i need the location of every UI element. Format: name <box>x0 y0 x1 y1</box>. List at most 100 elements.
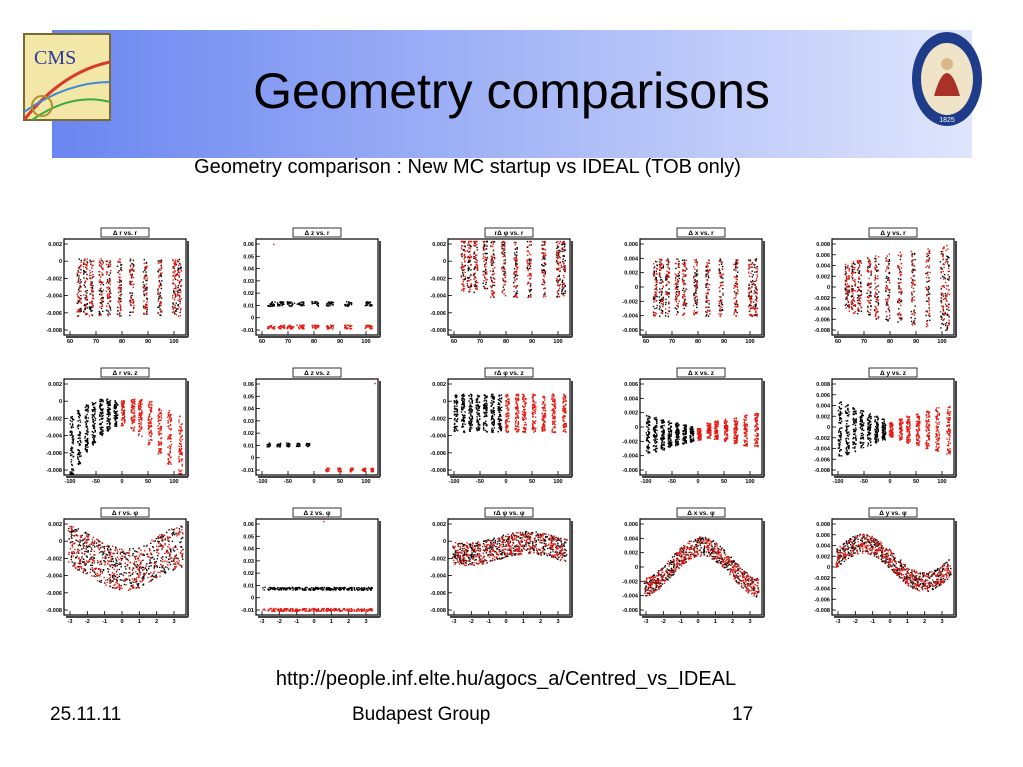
series-a-points <box>837 401 887 457</box>
x-tick-label: -50 <box>92 479 100 485</box>
y-tick-label: 0.002 <box>48 522 62 528</box>
plot-title: Δ z vs. φ <box>303 510 330 517</box>
scatter-plot-svg: Δ z vs. r 0.06 0.05 0.04 0.03 0.02 0.01 0 -0.01 6… <box>232 225 394 353</box>
y-tick-label: 0.004 <box>816 264 831 270</box>
scatter-panel: Δ z vs. r 0.06 0.05 0.04 0.03 0.02 0.01 0 -0.01 6… <box>232 225 394 353</box>
academy-seal-logo: 1825 <box>912 32 982 126</box>
x-tick-label: -3 <box>644 619 649 625</box>
x-tick-label: 100 <box>745 339 754 345</box>
x-tick-label: 70 <box>669 339 675 345</box>
y-tick-label: 0.006 <box>816 533 830 539</box>
y-tick-label: 0.006 <box>624 242 638 248</box>
x-tick-label: 60 <box>451 339 457 345</box>
y-tick-label: 0.006 <box>816 393 830 399</box>
x-tick-label: 0 <box>888 479 891 485</box>
svg-text:CMS: CMS <box>34 47 76 69</box>
x-tick-label: 0 <box>504 619 507 625</box>
plot-title: Δ x vs. r <box>688 230 714 237</box>
y-tick-label: 0.002 <box>624 271 638 277</box>
y-tick-label: -0.004 <box>814 587 831 593</box>
y-tick-label: -0.006 <box>46 451 62 457</box>
y-tick-label: 0 <box>443 539 446 545</box>
x-tick-label: 100 <box>553 479 562 485</box>
y-tick-label: -0.004 <box>46 434 63 440</box>
y-tick-label: -0.008 <box>430 328 446 334</box>
y-tick-label: 0 <box>827 425 830 431</box>
x-tick-label: 2 <box>539 619 542 625</box>
y-tick-label: 0.05 <box>243 394 254 400</box>
scatter-plot-svg: Δ z vs. z0.060.050.040.030.020.010-0.01-… <box>232 365 394 493</box>
x-tick-label: -2 <box>853 619 858 625</box>
x-tick-label: 90 <box>145 339 151 345</box>
y-tick-label: -0.002 <box>430 556 446 562</box>
plot-title: Δ x vs. z <box>688 370 715 377</box>
plot-frame <box>63 378 187 476</box>
y-tick-label: 0 <box>251 316 254 322</box>
y-tick-label: -0.008 <box>814 328 830 334</box>
y-tick-label: -0.006 <box>622 468 638 474</box>
x-tick-label: 50 <box>529 479 535 485</box>
x-tick-label: 1 <box>906 619 909 625</box>
x-tick-label: 80 <box>695 339 701 345</box>
y-tick-label: -0.002 <box>622 579 638 585</box>
y-tick-label: -0.008 <box>430 468 446 474</box>
y-tick-label: -0.002 <box>430 276 446 282</box>
x-tick-label: 70 <box>285 339 291 345</box>
scatter-panel: Δ z vs. φ 0.06 0.05 0.04 0.03 0.02 0.01 0 -0.01-… <box>232 505 394 633</box>
plot-title: Δ r vs. z <box>113 370 139 377</box>
y-tick-label: 0.06 <box>243 382 254 388</box>
x-tick-label: -100 <box>832 479 843 485</box>
series-b-points <box>120 398 184 475</box>
x-tick-label: 100 <box>937 479 946 485</box>
series-b-points <box>267 243 373 330</box>
plot-frame <box>831 518 955 616</box>
plot-title: rΔ φ vs. φ <box>494 510 525 517</box>
x-tick-label: 1 <box>138 619 141 625</box>
y-tick-label: -0.004 <box>814 307 831 313</box>
y-tick-label: -0.002 <box>46 276 62 282</box>
y-tick-label: 0.02 <box>243 571 254 577</box>
y-tick-label: 0.04 <box>243 547 255 553</box>
y-tick-label: 0.06 <box>243 242 254 248</box>
y-tick-label: 0.002 <box>432 522 446 528</box>
y-tick-label: -0.002 <box>814 436 830 442</box>
y-tick-label: -0.002 <box>814 576 830 582</box>
y-tick-label: -0.006 <box>622 328 638 334</box>
scatter-panel: Δ z vs. z 0.06 0.05 0.04 0.03 0.02 0.01 0 -0.01-… <box>232 365 394 493</box>
x-tick-label: 50 <box>721 479 727 485</box>
x-tick-label: -2 <box>85 619 90 625</box>
plot-frame <box>255 378 379 476</box>
page-number: 17 <box>732 704 754 725</box>
x-tick-label: -1 <box>486 619 491 625</box>
x-tick-label: 90 <box>721 339 727 345</box>
y-tick-label: 0 <box>635 425 638 431</box>
y-tick-label: -0.006 <box>814 317 830 323</box>
scatter-plot-svg: rΔ φ vs. z 0.002 0 -0.002 -0.004 -0.006 -0.008… <box>424 365 586 493</box>
plot-frame <box>639 518 763 616</box>
y-tick-label: 0 <box>251 596 254 602</box>
scatter-panel: rΔ φ vs. z 0.002 0 -0.002 -0.004 -0.006 -0.008… <box>424 365 586 493</box>
series-b-points <box>452 531 567 567</box>
scatter-panel: Δ r vs. φ 0.002 0 -0.002 -0.004 -0.006 -0.008-… <box>40 505 202 633</box>
svg-text:1825: 1825 <box>939 117 955 124</box>
series-b-points <box>643 536 760 597</box>
x-tick-label: 3 <box>748 619 751 625</box>
x-tick-label: 100 <box>361 479 370 485</box>
y-tick-label: 0.02 <box>243 291 254 297</box>
x-tick-label: -1 <box>102 619 107 625</box>
series-a-points <box>453 393 503 434</box>
y-tick-label: -0.008 <box>46 328 62 334</box>
scatter-plot-svg: Δ y vs. z 0.008 0.006 0.004 0.002 0 -0.002 -0.0… <box>808 365 970 493</box>
series-b-points <box>460 240 567 298</box>
scatter-plot-svg: Δ x vs. z 0.006 0.004 0.002 0 -0.002 -0.004 -0.… <box>616 365 778 493</box>
plot-frame <box>255 238 379 336</box>
y-tick-label: 0.004 <box>624 396 639 402</box>
y-tick-label: -0.006 <box>430 591 446 597</box>
x-tick-label: 80 <box>887 339 893 345</box>
y-tick-label: 0.04 <box>243 407 255 413</box>
source-url[interactable]: http://people.inf.elte.hu/agocs_a/Centre… <box>275 668 737 690</box>
x-tick-label: 2 <box>923 619 926 625</box>
x-tick-label: 50 <box>145 479 151 485</box>
y-tick-label: 0 <box>827 565 830 571</box>
series-b-points <box>504 393 567 434</box>
